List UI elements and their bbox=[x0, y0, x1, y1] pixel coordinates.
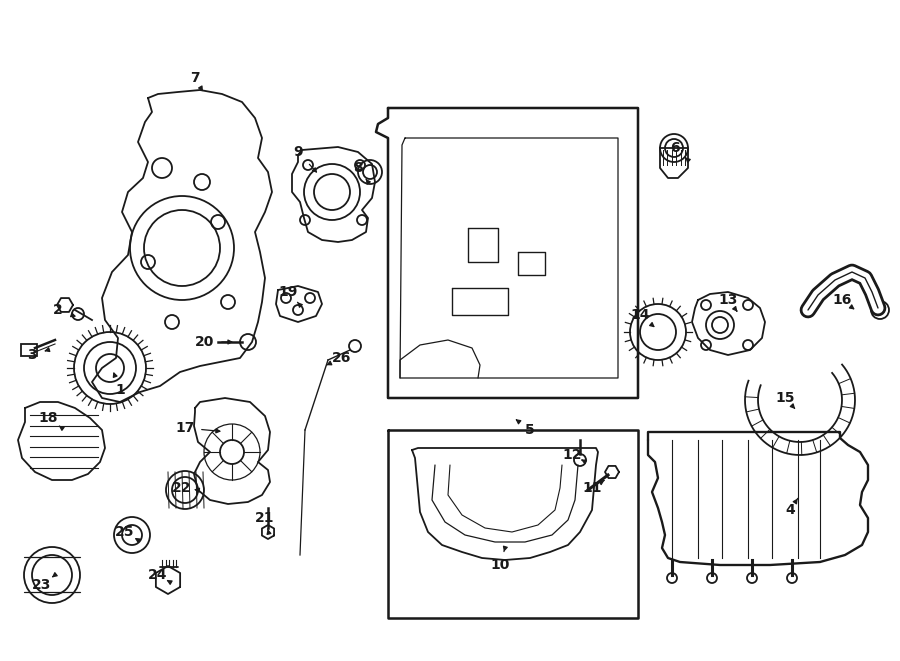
Text: 15: 15 bbox=[775, 391, 795, 405]
Text: 17: 17 bbox=[176, 421, 194, 435]
Text: 24: 24 bbox=[148, 568, 167, 582]
Text: 1: 1 bbox=[115, 383, 125, 397]
Text: 9: 9 bbox=[293, 145, 302, 159]
Text: 2: 2 bbox=[53, 303, 63, 317]
FancyBboxPatch shape bbox=[21, 344, 37, 356]
Text: 12: 12 bbox=[562, 448, 581, 462]
Text: 5: 5 bbox=[525, 423, 535, 437]
Text: 25: 25 bbox=[115, 525, 135, 539]
Text: 10: 10 bbox=[491, 558, 509, 572]
Text: 26: 26 bbox=[332, 351, 352, 365]
Text: 13: 13 bbox=[718, 293, 738, 307]
Text: 6: 6 bbox=[670, 141, 680, 155]
Text: 22: 22 bbox=[172, 481, 192, 495]
Text: 20: 20 bbox=[195, 335, 215, 349]
Text: 7: 7 bbox=[190, 71, 200, 85]
Text: 19: 19 bbox=[278, 285, 298, 299]
Text: 14: 14 bbox=[630, 308, 650, 322]
Text: 21: 21 bbox=[256, 511, 274, 525]
Text: 18: 18 bbox=[38, 411, 58, 425]
Text: 11: 11 bbox=[582, 481, 602, 495]
Text: 16: 16 bbox=[832, 293, 851, 307]
Text: 3: 3 bbox=[27, 348, 37, 362]
Text: 8: 8 bbox=[353, 161, 363, 175]
Circle shape bbox=[871, 301, 889, 319]
Text: 4: 4 bbox=[785, 503, 795, 517]
Text: 23: 23 bbox=[32, 578, 51, 592]
